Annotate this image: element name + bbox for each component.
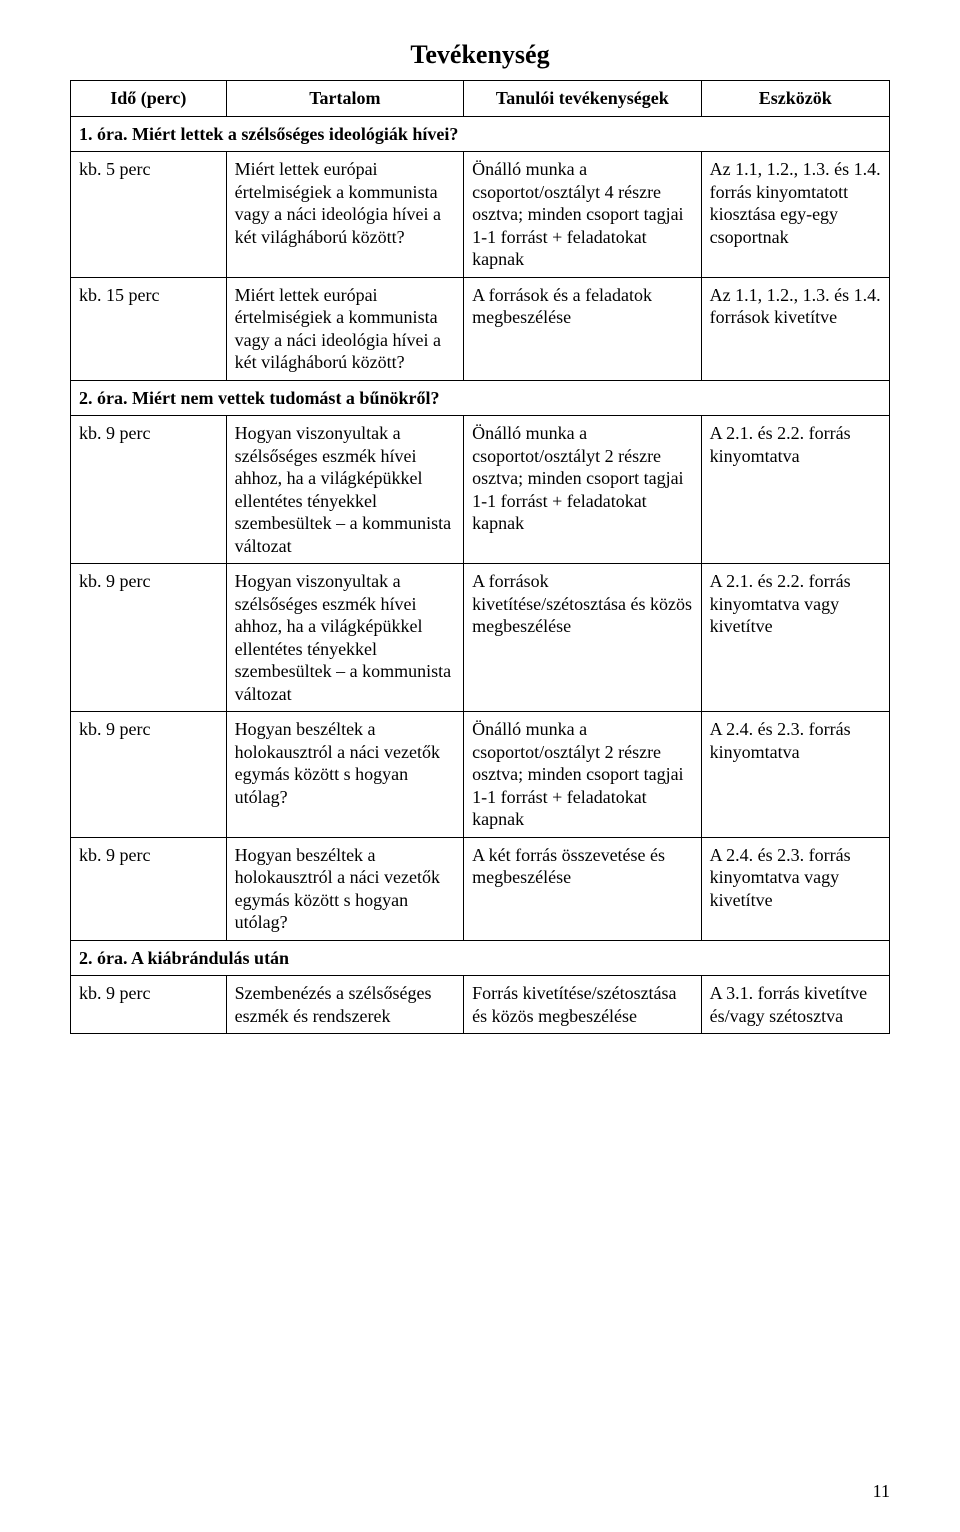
- table-row: kb. 9 perc Hogyan viszonyultak a szélsős…: [71, 416, 890, 564]
- table-row: kb. 9 perc Hogyan beszéltek a holokauszt…: [71, 712, 890, 838]
- cell-tanuloi: Önálló munka a csoportot/osztályt 2 rész…: [464, 416, 702, 564]
- section-3-label: 2. óra. A kiábrándulás után: [71, 940, 890, 976]
- table-row: kb. 9 perc Hogyan beszéltek a holokauszt…: [71, 837, 890, 940]
- cell-ido: kb. 9 perc: [71, 416, 227, 564]
- activity-table: Idő (perc) Tartalom Tanulói tevékenysége…: [70, 80, 890, 1034]
- header-row: Idő (perc) Tartalom Tanulói tevékenysége…: [71, 81, 890, 117]
- section-3: 2. óra. A kiábrándulás után: [71, 940, 890, 976]
- cell-ido: kb. 9 perc: [71, 837, 227, 940]
- section-1-label: 1. óra. Miért lettek a szélsőséges ideol…: [71, 116, 890, 152]
- cell-eszkozok: A 2.4. és 2.3. forrás kinyomtatva: [701, 712, 889, 838]
- cell-tartalom: Hogyan viszonyultak a szélsőséges eszmék…: [226, 564, 464, 712]
- cell-tanuloi: Önálló munka a csoportot/osztályt 2 rész…: [464, 712, 702, 838]
- cell-eszkozok: Az 1.1, 1.2., 1.3. és 1.4. forrás kinyom…: [701, 152, 889, 278]
- col-ido: Idő (perc): [71, 81, 227, 117]
- cell-eszkozok: A 3.1. forrás kivetítve és/vagy szétoszt…: [701, 976, 889, 1034]
- cell-eszkozok: A 2.4. és 2.3. forrás kinyomtatva vagy k…: [701, 837, 889, 940]
- cell-tartalom: Hogyan viszonyultak a szélsőséges eszmék…: [226, 416, 464, 564]
- cell-ido: kb. 5 perc: [71, 152, 227, 278]
- table-row: kb. 15 perc Miért lettek európai értelmi…: [71, 277, 890, 380]
- section-1: 1. óra. Miért lettek a szélsőséges ideol…: [71, 116, 890, 152]
- col-tanuloi: Tanulói tevékenységek: [464, 81, 702, 117]
- col-tartalom: Tartalom: [226, 81, 464, 117]
- cell-eszkozok: Az 1.1, 1.2., 1.3. és 1.4. források kive…: [701, 277, 889, 380]
- page-title: Tevékenység: [70, 40, 890, 70]
- page-number: 11: [873, 1481, 890, 1502]
- cell-tartalom: Miért lettek európai értelmiségiek a kom…: [226, 152, 464, 278]
- cell-ido: kb. 9 perc: [71, 976, 227, 1034]
- cell-eszkozok: A 2.1. és 2.2. forrás kinyomtatva vagy k…: [701, 564, 889, 712]
- cell-tanuloi: Forrás kivetítése/szétosztása és közös m…: [464, 976, 702, 1034]
- table-row: kb. 9 perc Szembenézés a szélsőséges esz…: [71, 976, 890, 1034]
- section-2: 2. óra. Miért nem vettek tudomást a bűnö…: [71, 380, 890, 416]
- cell-tartalom: Hogyan beszéltek a holokausztról a náci …: [226, 837, 464, 940]
- page: Tevékenység Idő (perc) Tartalom Tanulói …: [0, 0, 960, 1532]
- cell-tanuloi: A források kivetítése/szétosztása és köz…: [464, 564, 702, 712]
- col-eszkozok: Eszközök: [701, 81, 889, 117]
- cell-tanuloi: A két forrás összevetése és megbeszélése: [464, 837, 702, 940]
- cell-eszkozok: A 2.1. és 2.2. forrás kinyomtatva: [701, 416, 889, 564]
- cell-tartalom: Szembenézés a szélsőséges eszmék és rend…: [226, 976, 464, 1034]
- cell-tanuloi: A források és a feladatok megbeszélése: [464, 277, 702, 380]
- cell-tanuloi: Önálló munka a csoportot/osztályt 4 rész…: [464, 152, 702, 278]
- section-2-label: 2. óra. Miért nem vettek tudomást a bűnö…: [71, 380, 890, 416]
- cell-ido: kb. 15 perc: [71, 277, 227, 380]
- cell-tartalom: Hogyan beszéltek a holokausztról a náci …: [226, 712, 464, 838]
- table-row: kb. 9 perc Hogyan viszonyultak a szélsős…: [71, 564, 890, 712]
- table-row: kb. 5 perc Miért lettek európai értelmis…: [71, 152, 890, 278]
- cell-tartalom: Miért lettek európai értelmiségiek a kom…: [226, 277, 464, 380]
- cell-ido: kb. 9 perc: [71, 712, 227, 838]
- cell-ido: kb. 9 perc: [71, 564, 227, 712]
